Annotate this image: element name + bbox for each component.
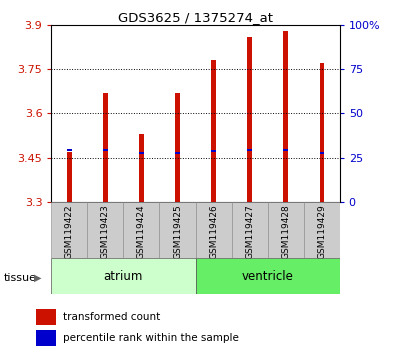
- Bar: [123, 202, 160, 258]
- Bar: [211, 60, 216, 202]
- Bar: [51, 202, 87, 258]
- Bar: [139, 152, 144, 154]
- Bar: [284, 149, 288, 151]
- Text: GSM119427: GSM119427: [245, 204, 254, 259]
- Bar: [103, 149, 107, 151]
- Bar: [231, 202, 267, 258]
- Text: ventricle: ventricle: [242, 270, 293, 282]
- Bar: [320, 63, 324, 202]
- Text: GSM119428: GSM119428: [281, 204, 290, 259]
- Bar: [211, 150, 216, 152]
- Bar: [103, 93, 107, 202]
- Bar: [67, 149, 71, 151]
- Text: GSM119425: GSM119425: [173, 204, 182, 259]
- Bar: [67, 152, 71, 202]
- Text: ▶: ▶: [34, 273, 41, 283]
- Text: GSM119426: GSM119426: [209, 204, 218, 259]
- Bar: [36, 309, 56, 325]
- Bar: [284, 31, 288, 202]
- Text: GSM119424: GSM119424: [137, 204, 146, 259]
- Title: GDS3625 / 1375274_at: GDS3625 / 1375274_at: [118, 11, 273, 24]
- Bar: [36, 330, 56, 346]
- Bar: [247, 36, 252, 202]
- Text: GSM119429: GSM119429: [317, 204, 326, 259]
- Bar: [196, 202, 231, 258]
- Bar: [51, 258, 196, 294]
- Text: transformed count: transformed count: [63, 312, 161, 322]
- Bar: [87, 202, 123, 258]
- Text: tissue: tissue: [4, 273, 37, 283]
- Text: GSM119422: GSM119422: [65, 204, 74, 259]
- Bar: [247, 149, 252, 151]
- Bar: [196, 258, 340, 294]
- Bar: [175, 152, 180, 154]
- Bar: [320, 152, 324, 154]
- Bar: [160, 202, 196, 258]
- Text: percentile rank within the sample: percentile rank within the sample: [63, 333, 239, 343]
- Bar: [175, 93, 180, 202]
- Bar: [304, 202, 340, 258]
- Text: atrium: atrium: [104, 270, 143, 282]
- Bar: [267, 202, 304, 258]
- Bar: [139, 134, 144, 202]
- Text: GSM119423: GSM119423: [101, 204, 110, 259]
